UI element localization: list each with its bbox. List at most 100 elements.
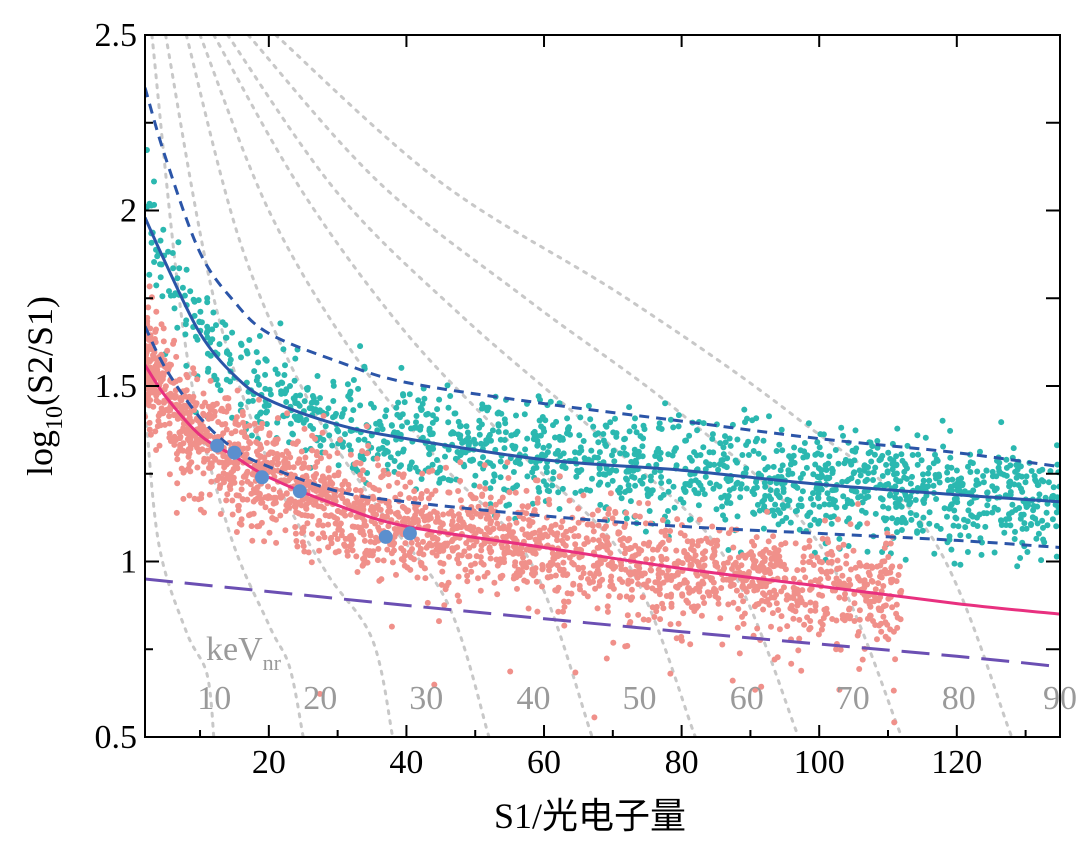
energy-contour-50 <box>198 35 594 737</box>
energy-label-10: 10 <box>197 680 231 717</box>
scatter-point <box>487 494 494 501</box>
scatter-point <box>534 495 541 502</box>
scatter-point <box>419 470 426 477</box>
scatter-point <box>191 370 197 377</box>
scatter-point <box>302 454 309 461</box>
scatter-point <box>385 483 392 489</box>
scatter-point <box>887 540 894 547</box>
scatter-point <box>773 600 780 607</box>
scatter-point <box>695 560 702 567</box>
scatter-point <box>727 442 734 449</box>
scatter-point <box>313 449 320 455</box>
scatter-point <box>363 423 370 430</box>
plot-frame <box>144 34 1061 738</box>
scatter-point <box>500 533 507 540</box>
scatter-point <box>856 560 863 566</box>
scatter-point <box>756 507 763 514</box>
scatter-point <box>666 478 672 485</box>
scatter-point <box>608 573 615 580</box>
scatter-point <box>880 515 887 522</box>
scatter-point <box>907 480 914 487</box>
scatter-point <box>807 599 814 606</box>
scatter-point <box>173 509 180 516</box>
scatter-point <box>265 483 271 490</box>
scatter-point <box>794 567 801 574</box>
scatter-point <box>766 493 773 500</box>
scatter-point <box>219 421 225 428</box>
scatter-point <box>558 524 565 531</box>
scatter-point <box>266 529 273 536</box>
scatter-point <box>612 508 619 515</box>
scatter-point <box>552 434 558 441</box>
scatter-point <box>828 559 835 566</box>
scatter-point <box>822 517 828 524</box>
scatter-point <box>466 553 473 560</box>
scatter-point <box>1012 528 1018 535</box>
scatter-point <box>495 428 502 435</box>
scatter-point <box>944 477 951 483</box>
scatter-point <box>998 419 1005 426</box>
scatter-point <box>457 459 464 466</box>
scatter-point <box>325 544 332 551</box>
scatter-point <box>656 543 663 550</box>
scatter-point <box>207 377 214 384</box>
scatter-point <box>842 591 848 597</box>
scatter-point <box>1054 461 1060 468</box>
scatter-point <box>391 547 397 554</box>
scatter-point <box>589 522 596 529</box>
scatter-point <box>464 429 471 436</box>
scatter-point <box>642 520 649 527</box>
scatter-point <box>646 508 653 514</box>
scatter-point <box>154 388 161 395</box>
scatter-point <box>822 466 829 473</box>
scatter-point <box>800 559 807 566</box>
scatter-point <box>564 430 570 437</box>
scatter-point <box>800 553 807 560</box>
scatter-point <box>507 668 514 675</box>
scatter-point <box>175 239 182 246</box>
scatter-point <box>511 536 517 543</box>
scatter-point <box>670 424 677 431</box>
scatter-point <box>338 532 345 539</box>
scatter-point <box>737 494 744 501</box>
scatter-point <box>280 346 287 353</box>
scatter-point <box>632 415 638 422</box>
scatter-point <box>398 556 405 563</box>
scatter-point <box>174 456 181 463</box>
scatter-point <box>889 604 896 611</box>
scatter-point <box>816 444 823 451</box>
scatter-point <box>159 370 166 377</box>
scatter-point <box>308 399 315 406</box>
scatter-point <box>375 545 382 552</box>
scatter-point <box>262 371 269 378</box>
scatter-point <box>400 547 407 554</box>
scatter-point <box>885 569 892 576</box>
scatter-point <box>248 490 255 497</box>
scatter-point <box>151 259 158 265</box>
scatter-point <box>436 396 443 403</box>
scatter-point <box>348 541 355 548</box>
scatter-point <box>249 537 256 544</box>
scatter-point <box>166 364 172 371</box>
scatter-point <box>761 503 768 510</box>
scatter-point <box>575 533 582 539</box>
scatter-point <box>160 325 167 332</box>
scatter-point <box>815 494 822 501</box>
scatter-point <box>533 578 540 585</box>
scatter-point <box>736 650 743 657</box>
scatter-point <box>156 442 163 449</box>
scatter-point <box>247 511 254 518</box>
energy-contour-80 <box>246 35 904 737</box>
scatter-point <box>926 509 933 516</box>
scatter-point <box>734 624 741 631</box>
scatter-point <box>167 292 174 299</box>
scatter-point <box>152 428 159 435</box>
scatter-point <box>346 442 353 449</box>
scatter-point <box>897 478 904 485</box>
scatter-point <box>190 365 197 372</box>
scatter-point <box>428 542 435 549</box>
scatter-point <box>438 581 445 588</box>
scatter-point <box>200 470 207 477</box>
scatter-point <box>293 509 300 515</box>
scatter-point <box>311 501 317 508</box>
